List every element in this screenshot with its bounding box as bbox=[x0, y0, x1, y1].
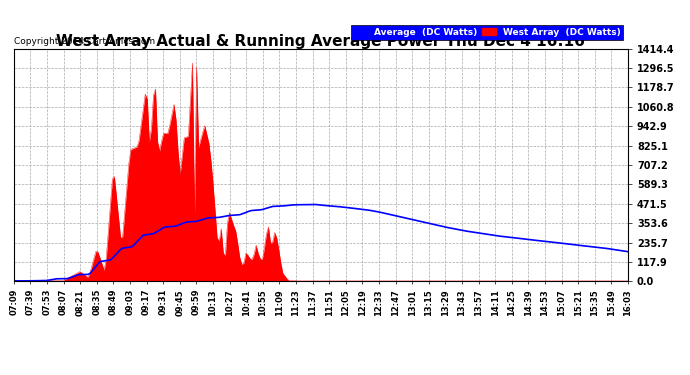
Legend: Average  (DC Watts), West Array  (DC Watts): Average (DC Watts), West Array (DC Watts… bbox=[351, 26, 623, 40]
Text: Copyright 2014 Cartronics.com: Copyright 2014 Cartronics.com bbox=[14, 38, 155, 46]
Title: West Array Actual & Running Average Power Thu Dec 4 16:16: West Array Actual & Running Average Powe… bbox=[57, 34, 585, 49]
